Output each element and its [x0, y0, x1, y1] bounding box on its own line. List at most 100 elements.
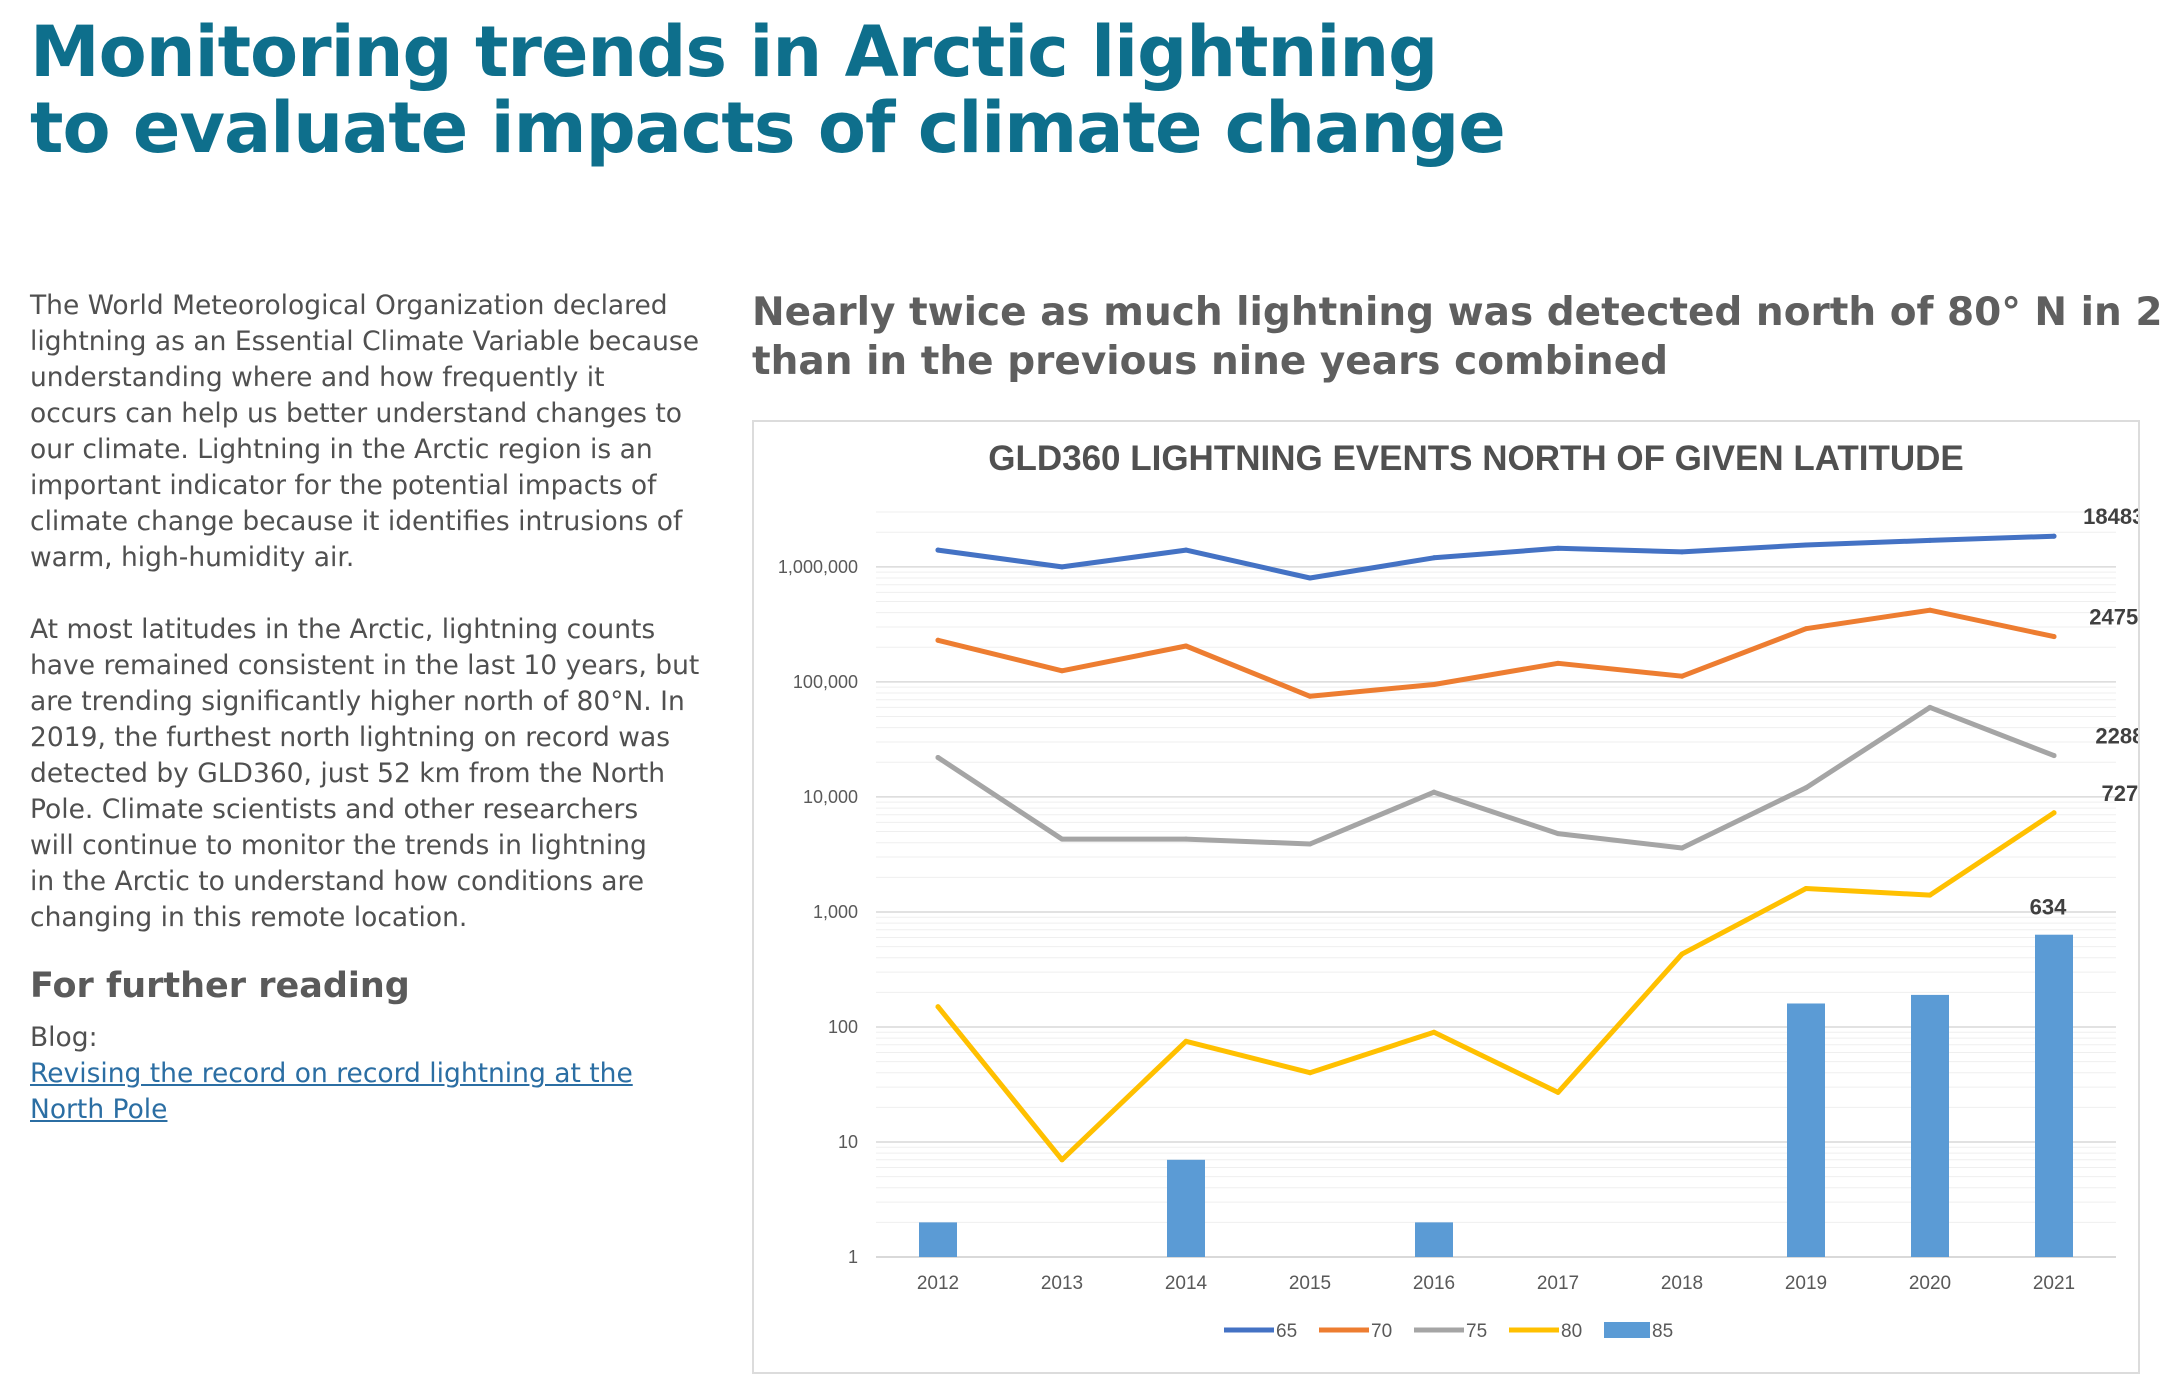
intro-column: The World Meteorological Organization de… [30, 288, 710, 1128]
series-line-70 [938, 610, 2054, 696]
x-tick-label: 2016 [1413, 1273, 1455, 1294]
legend-label-65: 65 [1276, 1321, 1297, 1342]
data-point-65-2018 [1680, 549, 1685, 554]
text-line: occurs can help us better understand cha… [30, 396, 710, 432]
legend-label-80: 80 [1561, 1321, 1582, 1342]
data-point-75-2017 [1556, 831, 1561, 836]
data-point-70-2020 [1928, 608, 1933, 613]
data-point-70-2021 [2052, 634, 2057, 639]
data-point-75-2018 [1680, 845, 1685, 850]
data-point-65-2021 [2052, 534, 2057, 539]
data-point-80-2012 [936, 1004, 941, 1009]
lightning-chart: GLD360 LIGHTNING EVENTS NORTH OF GIVEN L… [754, 422, 2138, 1372]
page-title-line-1: Monitoring trends in Arctic lightning [30, 14, 1505, 90]
y-tick-label: 10 [838, 1132, 858, 1152]
data-point-70-2015 [1308, 694, 1313, 699]
blog-link-line-2: North Pole [30, 1092, 710, 1128]
y-tick-label: 10,000 [803, 787, 858, 807]
data-point-75-2020 [1928, 705, 1933, 710]
trend-paragraph: At most latitudes in the Arctic, lightni… [30, 612, 710, 936]
bar-85-2021 [2035, 935, 2073, 1257]
bar-85-2019 [1787, 1003, 1825, 1257]
data-point-75-2014 [1184, 837, 1189, 842]
text-line: in the Arctic to understand how conditio… [30, 864, 710, 900]
data-point-70-2017 [1556, 661, 1561, 666]
data-point-70-2018 [1680, 674, 1685, 679]
data-point-75-2012 [936, 755, 941, 760]
blog-label: Blog: [30, 1020, 710, 1056]
data-point-80-2014 [1184, 1039, 1189, 1044]
data-point-70-2012 [936, 638, 941, 643]
data-point-75-2016 [1432, 790, 1437, 795]
data-point-80-2020 [1928, 893, 1933, 898]
data-point-80-2018 [1680, 952, 1685, 957]
x-tick-label: 2012 [917, 1273, 959, 1294]
x-tick-label: 2018 [1661, 1273, 1703, 1294]
text-line: The World Meteorological Organization de… [30, 288, 710, 324]
data-label-65: 1848350 [2083, 504, 2138, 529]
bar-85-2020 [1911, 995, 1949, 1257]
data-label-70: 247595 [2089, 605, 2138, 630]
text-line: lightning as an Essential Climate Variab… [30, 324, 710, 360]
data-point-75-2021 [2052, 753, 2057, 758]
y-tick-label: 100 [828, 1017, 858, 1037]
data-point-65-2014 [1184, 548, 1189, 553]
data-point-80-2019 [1804, 886, 1809, 891]
y-tick-label: 1,000,000 [778, 557, 858, 577]
chart-title: GLD360 LIGHTNING EVENTS NORTH OF GIVEN L… [988, 439, 1964, 478]
data-label-85: 634 [2030, 895, 2067, 920]
data-point-65-2017 [1556, 546, 1561, 551]
x-tick-label: 2014 [1165, 1273, 1208, 1294]
x-tick-label: 2017 [1537, 1273, 1579, 1294]
data-point-65-2020 [1928, 538, 1933, 543]
chart-headline: Nearly twice as much lightning was detec… [752, 288, 2160, 386]
y-tick-label: 100,000 [793, 672, 858, 692]
bar-85-2016 [1415, 1222, 1453, 1257]
legend-label-70: 70 [1371, 1321, 1392, 1342]
x-tick-label: 2019 [1785, 1273, 1827, 1294]
chart-headline-line-2: than in the previous nine years combined [752, 337, 2160, 386]
text-line: will continue to monitor the trends in l… [30, 828, 710, 864]
data-point-70-2016 [1432, 682, 1437, 687]
text-line: warm, high-humidity air. [30, 540, 710, 576]
x-tick-label: 2013 [1041, 1273, 1083, 1294]
bar-85-2014 [1167, 1160, 1205, 1257]
data-point-80-2015 [1308, 1070, 1313, 1075]
data-point-75-2019 [1804, 785, 1809, 790]
legend-label-75: 75 [1466, 1321, 1487, 1342]
series-line-75 [938, 707, 2054, 848]
text-line: Pole. Climate scientists and other resea… [30, 792, 710, 828]
x-tick-label: 2021 [2033, 1273, 2075, 1294]
data-point-65-2019 [1804, 542, 1809, 547]
further-reading-heading: For further reading [30, 966, 710, 1006]
data-point-80-2017 [1556, 1090, 1561, 1095]
blog-link-line-1: Revising the record on record lightning … [30, 1056, 710, 1092]
legend-label-85: 85 [1652, 1321, 1673, 1342]
page-title: Monitoring trends in Arctic lightning to… [30, 14, 1505, 166]
text-line: detected by GLD360, just 52 km from the … [30, 756, 710, 792]
text-line: understanding where and how frequently i… [30, 360, 710, 396]
data-point-65-2015 [1308, 576, 1313, 581]
text-line: climate change because it identifies int… [30, 504, 710, 540]
data-point-80-2013 [1060, 1157, 1065, 1162]
text-line: our climate. Lightning in the Arctic reg… [30, 432, 710, 468]
text-line: are trending significantly higher north … [30, 684, 710, 720]
data-point-70-2014 [1184, 644, 1189, 649]
blog-link[interactable]: Revising the record on record lightning … [30, 1056, 710, 1128]
data-point-70-2013 [1060, 668, 1065, 673]
data-point-75-2015 [1308, 841, 1313, 846]
data-point-65-2012 [936, 548, 941, 553]
text-line: 2019, the furthest north lightning on re… [30, 720, 710, 756]
y-tick-label: 1 [848, 1247, 858, 1267]
data-label-75: 22884 [2095, 724, 2138, 749]
chart-headline-line-1: Nearly twice as much lightning was detec… [752, 288, 2160, 337]
data-point-80-2021 [2052, 810, 2057, 815]
text-line: important indicator for the potential im… [30, 468, 710, 504]
intro-paragraph: The World Meteorological Organization de… [30, 288, 710, 576]
data-point-80-2016 [1432, 1030, 1437, 1035]
x-tick-label: 2020 [1909, 1273, 1951, 1294]
y-tick-label: 1,000 [813, 902, 858, 922]
text-line: At most latitudes in the Arctic, lightni… [30, 612, 710, 648]
text-line: have remained consistent in the last 10 … [30, 648, 710, 684]
x-tick-label: 2015 [1289, 1273, 1331, 1294]
